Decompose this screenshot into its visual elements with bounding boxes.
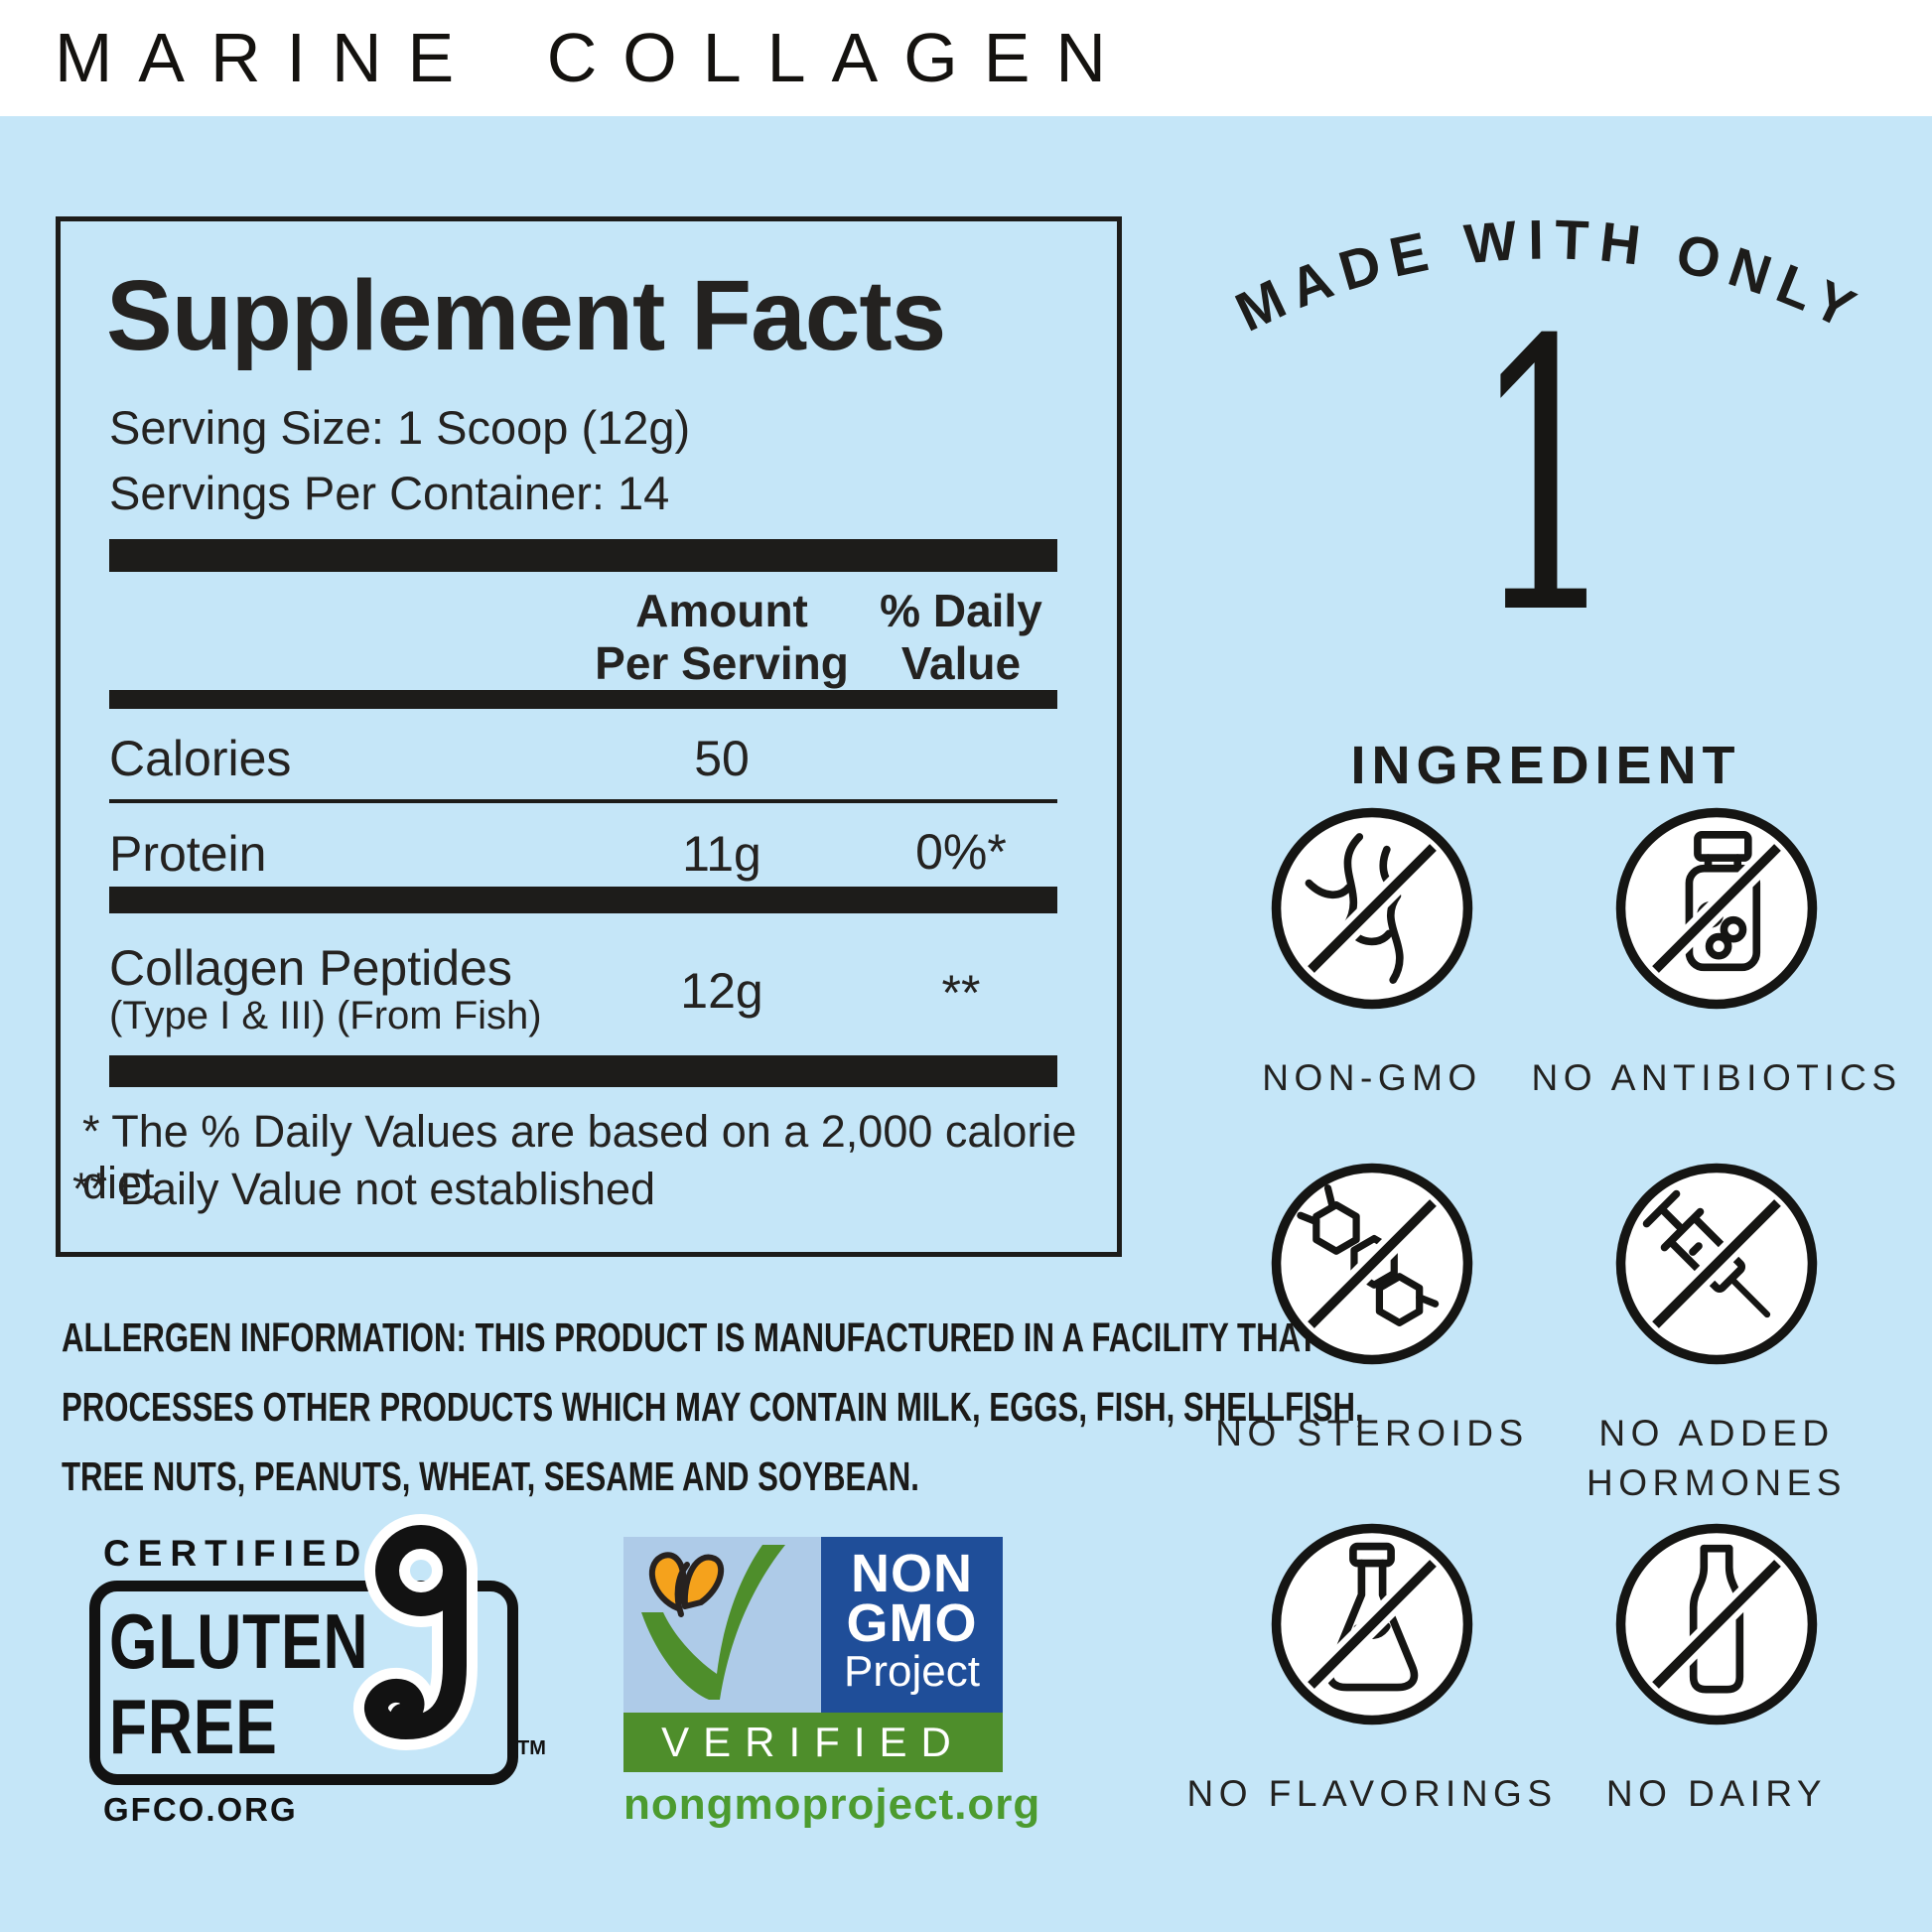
col-dv-line1: % Daily <box>880 585 1042 636</box>
servings-per-container: Servings Per Container: 14 <box>109 467 670 519</box>
row-collagen-dv: ** <box>941 965 981 1021</box>
gluten-free-certified-text: CERTIFIED <box>103 1533 369 1574</box>
non-gmo-url: nongmoproject.org <box>623 1780 1041 1829</box>
badge-non-gmo: NON-GMO <box>1154 803 1590 1103</box>
col-dv-line2: Value <box>900 637 1022 689</box>
header-strip: MARINE COLLAGEN <box>0 0 1932 116</box>
row-protein-dv: 0%* <box>915 824 1007 880</box>
non-gmo-seal-art <box>623 1537 821 1713</box>
steroid-molecule-crossed-icon <box>1271 1163 1473 1365</box>
non-gmo-verified-band: VERIFIED <box>623 1713 1003 1772</box>
gfco-g-icon <box>353 1514 478 1751</box>
icon-label: NO DAIRY <box>1605 1773 1828 1814</box>
badge-no-added-hormones: NO ADDED HORMONES <box>1498 1159 1932 1508</box>
row-calories-name: Calories <box>109 731 292 786</box>
divider-bar-thick <box>109 1055 1057 1087</box>
flask-crossed-icon <box>1271 1523 1473 1725</box>
row-collagen-name: Collagen Peptides <box>109 940 512 996</box>
made-with-only-arc: MADE WITH ONLY <box>1226 207 1863 344</box>
badge-no-antibiotics: NO ANTIBIOTICS <box>1498 803 1932 1103</box>
gluten-free-badge-frame <box>89 1581 518 1785</box>
ingredient-label: INGREDIENT <box>1350 736 1741 795</box>
footnote-daily-values: * The % Daily Values are based on a 2,00… <box>82 1106 1077 1208</box>
row-protein-name: Protein <box>109 826 267 882</box>
pill-bottle-crossed-icon <box>1615 807 1818 1010</box>
col-amount-line2: Per Serving <box>595 637 849 689</box>
divider-bar-thick <box>109 887 1057 913</box>
row-calories-amount: 50 <box>694 731 750 786</box>
column-header-amount: Amount Per Serving <box>523 585 920 690</box>
gluten-free-word1: GLUTEN <box>109 1597 369 1685</box>
facts-heading: Supplement Facts <box>106 260 946 371</box>
badge-no-flavorings: NO FLAVORINGS <box>1154 1519 1590 1819</box>
number-one: 1 <box>1472 263 1619 696</box>
allergen-line-3: TREE NUTS, PEANUTS, WHEAT, SESAME AND SO… <box>62 1453 919 1499</box>
gfco-org-text: GFCO.ORG <box>103 1791 298 1828</box>
divider-bar-medium <box>109 690 1057 709</box>
gluten-free-word2: FREE <box>109 1683 278 1770</box>
allergen-information: ALLERGEN INFORMATION: THIS PRODUCT IS MA… <box>62 1303 1551 1511</box>
icon-label: NO ADDED HORMONES <box>1587 1413 1847 1503</box>
footnote-dv-not-established: ** Daily Value not established <box>72 1164 656 1214</box>
icon-label: NO ANTIBIOTICS <box>1531 1057 1902 1098</box>
badge-no-dairy: NO DAIRY <box>1498 1519 1932 1819</box>
column-header-daily-value: % Daily Value <box>812 585 1110 690</box>
checkmark-butterfly-icon <box>641 1545 785 1700</box>
row-collagen-detail: (Type I & III) (From Fish) <box>109 994 542 1037</box>
row-protein-amount: 11g <box>682 826 761 882</box>
badge-no-steroids: NO STEROIDS <box>1154 1159 1590 1458</box>
icon-label: NO STEROIDS <box>1215 1413 1529 1453</box>
icon-label: NON-GMO <box>1262 1057 1482 1098</box>
allergen-line-2: PROCESSES OTHER PRODUCTS WHICH MAY CONTA… <box>62 1384 1364 1430</box>
gluten-free-tm: TM <box>517 1737 546 1759</box>
product-title: MARINE COLLAGEN <box>55 19 1132 96</box>
non-gmo-text-panel: NON GMO Project <box>821 1537 1003 1713</box>
serving-size: Serving Size: 1 Scoop (12g) <box>109 401 691 454</box>
syringe-crossed-icon <box>1615 1163 1818 1365</box>
icon-label: NO FLAVORINGS <box>1186 1773 1558 1814</box>
divider-bar-thick <box>109 539 1057 572</box>
col-amount-line1: Amount <box>635 585 808 636</box>
dna-crossed-icon <box>1271 807 1473 1010</box>
milk-bottle-crossed-icon <box>1615 1523 1818 1725</box>
allergen-line-1: ALLERGEN INFORMATION: THIS PRODUCT IS MA… <box>62 1314 1317 1360</box>
supplement-facts-panel: Supplement Facts Serving Size: 1 Scoop (… <box>56 216 1122 1257</box>
divider-rule-thin <box>109 799 1057 803</box>
row-collagen-amount: 12g <box>680 963 763 1019</box>
